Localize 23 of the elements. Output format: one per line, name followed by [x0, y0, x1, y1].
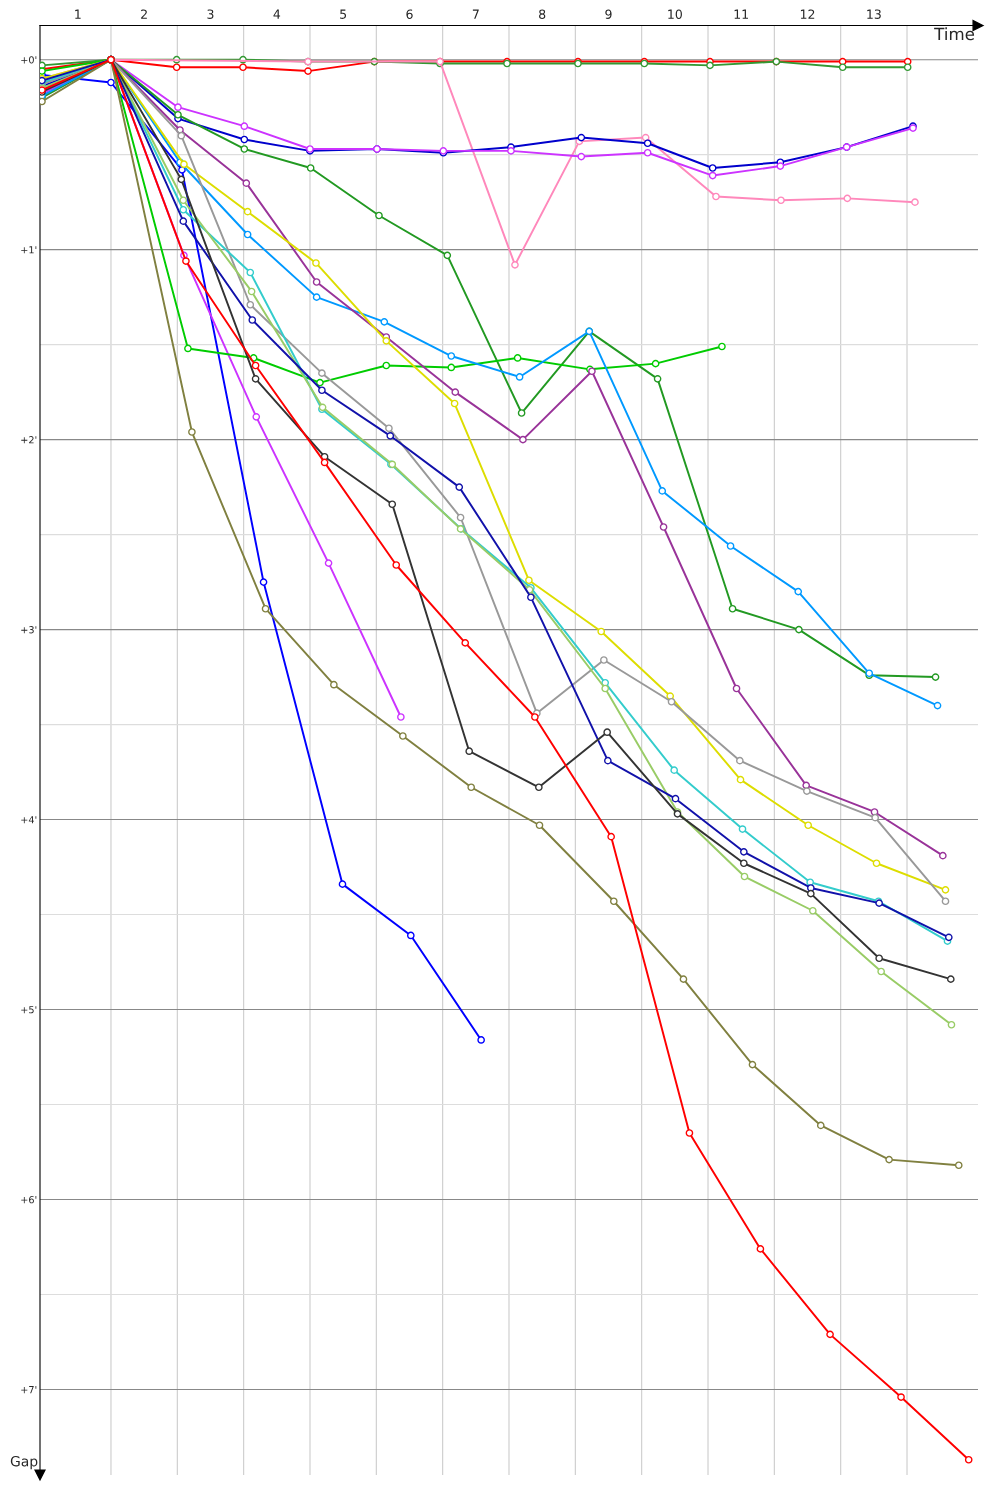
x-tick-label: 8 — [539, 9, 546, 19]
y-axis-title: Gap — [10, 1455, 38, 1470]
y-tick-label: +6' — [21, 1195, 37, 1204]
x-tick-label: 3 — [207, 9, 214, 19]
x-tick-label: 12 — [800, 9, 815, 19]
y-tick-label: +3' — [21, 626, 37, 634]
x-tick-label: 1 — [75, 9, 81, 19]
x-axis-title: Time — [934, 27, 975, 41]
x-tick-label: 6 — [406, 9, 413, 19]
y-tick-label: +4' — [21, 816, 37, 824]
x-tick-label: 4 — [273, 9, 281, 19]
x-tick-label: 2 — [141, 9, 147, 19]
y-tick-label: +7' — [21, 1386, 37, 1394]
x-tick-label: 11 — [734, 9, 748, 19]
y-tick-label: +1' — [21, 246, 37, 254]
x-tick-label: 7 — [472, 9, 479, 19]
x-tick-label: 13 — [867, 9, 881, 19]
x-tick-label: 5 — [340, 9, 347, 19]
y-tick-label: +0' — [21, 56, 37, 64]
x-tick-label: 9 — [605, 9, 612, 19]
x-tick-label: 10 — [668, 9, 682, 19]
y-tick-label: +2' — [21, 436, 37, 444]
y-tick-label: +5' — [21, 1006, 37, 1014]
